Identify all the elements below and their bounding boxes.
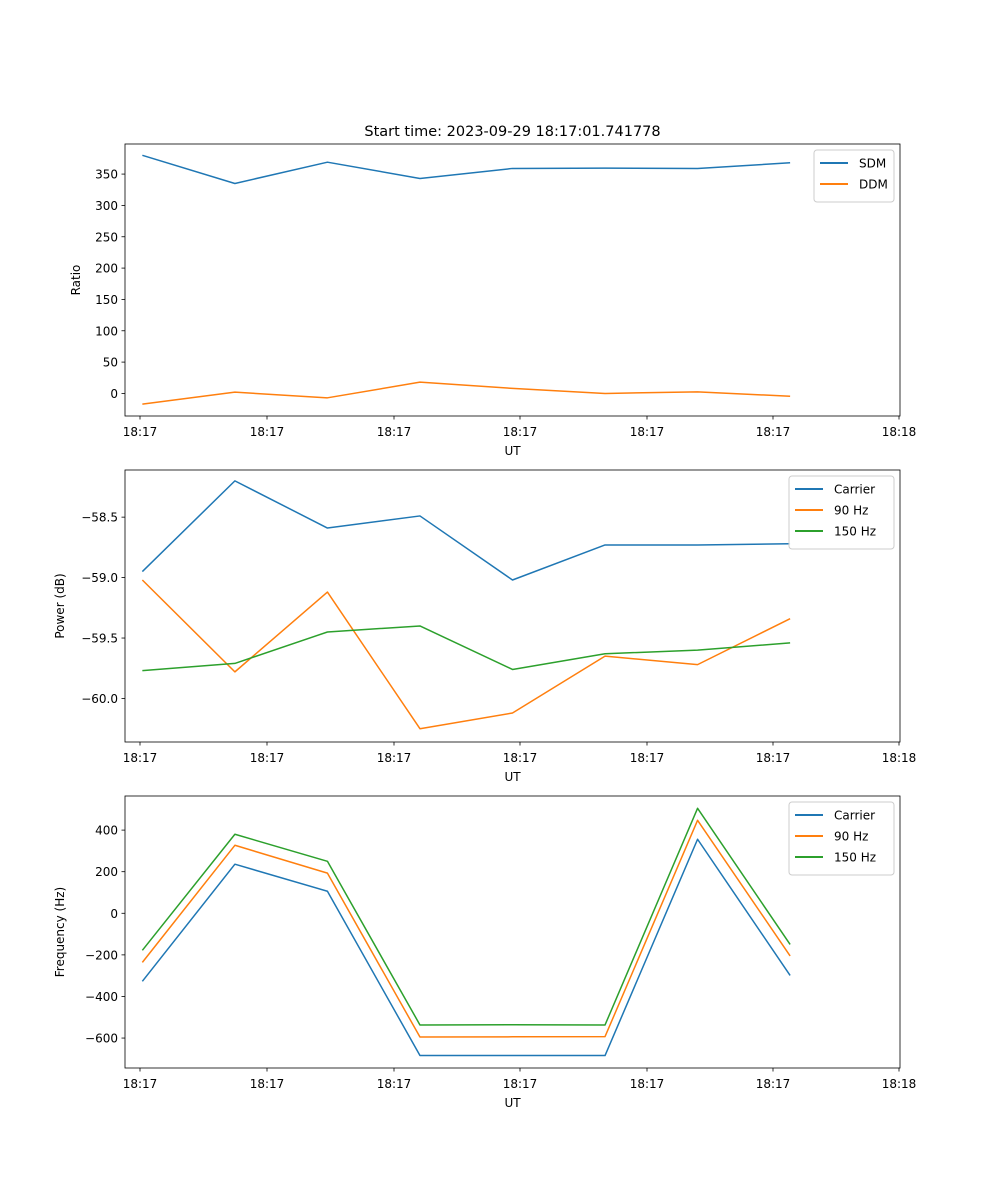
series-line-carrier xyxy=(141,480,791,581)
y-tick-label: 300 xyxy=(95,199,118,213)
axes-frame xyxy=(124,469,901,743)
x-tick-label: 18:18 xyxy=(882,1077,917,1091)
legend-label: Carrier xyxy=(834,809,875,823)
x-tick-label: 18:17 xyxy=(756,425,791,439)
y-tick-label: −58.5 xyxy=(81,511,118,525)
legend-label: Carrier xyxy=(834,483,875,497)
series-line-ddm xyxy=(142,381,791,405)
legend: SDM DDM xyxy=(813,149,895,203)
y-tick-label: −600 xyxy=(85,1032,118,1046)
series-line-sdm xyxy=(142,154,791,185)
x-tick-label: 18:17 xyxy=(123,751,158,765)
x-tick-label: 18:17 xyxy=(250,1077,285,1091)
x-axis-label: UT xyxy=(504,1096,521,1110)
y-tick-label: 400 xyxy=(95,824,118,838)
x-tick-label: 18:17 xyxy=(250,425,285,439)
x-axis-label: UT xyxy=(504,770,521,784)
series-line-90-hz xyxy=(141,579,791,730)
x-tick-label: 18:17 xyxy=(377,1077,412,1091)
x-tick-label: 18:17 xyxy=(250,751,285,765)
x-tick-label: 18:17 xyxy=(630,425,665,439)
axes-frame xyxy=(124,795,901,1069)
y-tick-label: 150 xyxy=(95,293,118,307)
x-tick-label: 18:17 xyxy=(377,751,412,765)
legend: Carrier 90 Hz 150 Hz xyxy=(788,801,895,876)
x-axis-label: UT xyxy=(504,444,521,458)
y-tick-label: −60.0 xyxy=(81,692,118,706)
axes-frame xyxy=(124,143,901,417)
subplot-1: 18:17 18:17 18:17 18:17 18:17 18:17 18:18 0 50 10… xyxy=(69,143,917,458)
y-tick-label: 0 xyxy=(110,907,118,921)
x-tick-label: 18:17 xyxy=(377,425,412,439)
y-axis-label: Power (dB) xyxy=(53,573,67,638)
y-axis-label: Ratio xyxy=(69,265,83,296)
series-line-150-hz xyxy=(141,807,791,1026)
x-tick-label: 18:17 xyxy=(630,1077,665,1091)
legend-label: SDM xyxy=(859,157,886,171)
legend-label: 90 Hz xyxy=(834,504,868,518)
y-axis-label: Frequency (Hz) xyxy=(53,887,67,978)
subplot-2: 18:17 18:17 18:17 18:17 18:17 18:17 18:18 −58.5… xyxy=(53,469,917,784)
y-tick-label: 350 xyxy=(95,168,118,182)
legend-label: 150 Hz xyxy=(834,525,876,539)
y-tick-label: −200 xyxy=(85,948,118,962)
x-tick-label: 18:17 xyxy=(503,1077,538,1091)
y-tick-label: −59.5 xyxy=(81,632,118,646)
series-line-90-hz xyxy=(141,819,791,1038)
x-tick-label: 18:18 xyxy=(882,425,917,439)
x-tick-label: 18:18 xyxy=(882,751,917,765)
y-tick-label: 100 xyxy=(95,324,118,338)
x-tick-label: 18:17 xyxy=(756,751,791,765)
y-tick-label: −400 xyxy=(85,990,118,1004)
y-tick-label: 0 xyxy=(110,387,118,401)
figure-title: Start time: 2023-09-29 18:17:01.741778 xyxy=(364,124,660,140)
subplot-3: 18:17 18:17 18:17 18:17 18:17 18:17 18:18 400 20… xyxy=(53,795,917,1110)
y-tick-label: 200 xyxy=(95,262,118,276)
x-tick-label: 18:17 xyxy=(756,1077,791,1091)
x-tick-label: 18:17 xyxy=(123,425,158,439)
y-tick-label: 250 xyxy=(95,230,118,244)
y-tick-label: 200 xyxy=(95,865,118,879)
legend-label: 90 Hz xyxy=(834,830,868,844)
series-line-150-hz xyxy=(142,625,791,672)
legend-label: DDM xyxy=(859,178,888,192)
x-tick-label: 18:17 xyxy=(630,751,665,765)
y-tick-label: 50 xyxy=(103,356,118,370)
x-tick-label: 18:17 xyxy=(123,1077,158,1091)
series-line-carrier xyxy=(141,838,791,1057)
legend: Carrier 90 Hz 150 Hz xyxy=(788,475,895,550)
x-tick-label: 18:17 xyxy=(503,751,538,765)
x-tick-label: 18:17 xyxy=(503,425,538,439)
y-tick-label: −59.0 xyxy=(81,571,118,585)
legend-label: 150 Hz xyxy=(834,851,876,865)
